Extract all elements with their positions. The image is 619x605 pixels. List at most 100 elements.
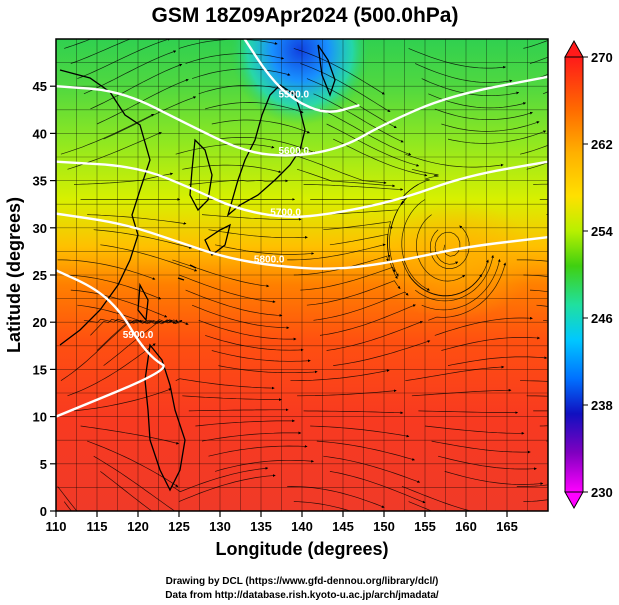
y-tick-label: 25: [33, 268, 47, 283]
streamline: [185, 53, 285, 64]
x-tick-label: 165: [496, 519, 518, 534]
streamline: [303, 410, 404, 415]
coast-philippines: [144, 343, 186, 492]
streamline: [447, 130, 547, 144]
streamline: [411, 388, 512, 397]
streamline: [57, 259, 156, 280]
streamline: [523, 499, 548, 502]
credit-drawing: Drawing by DCL (https://www.gfd-dennou.o…: [166, 576, 439, 587]
streamline: [329, 471, 426, 504]
streamline: [218, 365, 318, 374]
streamline: [208, 229, 308, 239]
streamline: [313, 291, 409, 321]
streamline: [300, 266, 396, 291]
streamline: [401, 199, 430, 291]
colorbar-tick-label: 238: [591, 398, 613, 413]
streamline: [205, 335, 304, 352]
contour-line: [56, 75, 548, 157]
y-tick-label: 15: [33, 362, 47, 377]
colorbar-tick-label: 230: [591, 485, 613, 500]
streamline: [516, 259, 548, 262]
streamline: [290, 153, 387, 185]
colorbar-min-triangle: [564, 491, 584, 510]
x-tick-label: 140: [291, 519, 313, 534]
x-tick-label: 110: [46, 519, 67, 534]
streamline: [93, 455, 176, 511]
streamline: [182, 164, 282, 174]
streamline: [313, 93, 404, 143]
streamline: [323, 455, 421, 483]
streamline: [418, 410, 519, 415]
streamline: [182, 395, 282, 402]
streamline: [87, 214, 187, 225]
y-axis-label: Latitude (degrees): [4, 197, 24, 353]
streamline: [416, 214, 466, 282]
streamline: [100, 244, 198, 272]
streamline: [310, 425, 410, 438]
contour-line: [56, 160, 548, 218]
streamline: [293, 48, 385, 95]
streamline: [83, 50, 177, 95]
contour-line: [243, 39, 360, 113]
streamline: [516, 484, 548, 487]
streamline: [326, 123, 420, 167]
streamline: [83, 318, 176, 325]
x-axis-label: Longitude (degrees): [215, 539, 388, 559]
streamline: [77, 304, 173, 324]
streamline: [73, 388, 172, 412]
colorbar-tick-label: 270: [591, 50, 613, 65]
coast-ryukyu: [177, 264, 197, 281]
colorbar-tick-label: 262: [591, 137, 613, 152]
y-tick-label: 10: [33, 410, 47, 425]
coast-sakhalin: [317, 44, 336, 97]
x-tick-label: 145: [332, 519, 354, 534]
x-tick-label: 155: [414, 519, 436, 534]
streamline: [415, 63, 513, 83]
streamline: [529, 289, 548, 293]
streamline: [401, 259, 482, 296]
streamline: [60, 113, 155, 155]
y-axis: 0 5 10 15 20 25 30 35 40 45: [33, 79, 56, 519]
streamline: [191, 68, 291, 79]
streamline: [191, 304, 290, 330]
y-tick-label: 5: [40, 457, 47, 472]
streamline: [175, 143, 275, 155]
streamline: [523, 274, 548, 278]
colorbar-ticks: 270 262 254 246 238 230: [583, 50, 613, 500]
contour-label: 5900.0: [123, 330, 154, 341]
streamline: [215, 459, 314, 472]
streamline: [408, 501, 433, 511]
streamline: [73, 172, 174, 185]
streamline: [64, 39, 92, 49]
streamline: [438, 455, 537, 471]
streamline: [93, 229, 192, 249]
streamlines: [57, 39, 619, 511]
streamline: [208, 444, 308, 457]
lat-lon-grid: [56, 39, 548, 511]
streamline: [421, 78, 520, 97]
streamline: [90, 63, 183, 110]
y-tick-label: 20: [33, 315, 47, 330]
streamline: [421, 258, 501, 311]
streamline: [434, 108, 533, 120]
streamline: [201, 214, 302, 221]
streamline: [178, 274, 276, 304]
x-axis: 110 115 120 125 130 135 140 145 150 155 160 165: [46, 511, 518, 534]
streamline: [550, 335, 619, 360]
credit-data: Data from http://database.rish.kyoto-u.a…: [165, 590, 439, 601]
streamline: [77, 39, 171, 79]
warm-anomaly: [375, 200, 535, 320]
streamline: [520, 380, 548, 382]
streamline: [428, 262, 507, 321]
streamline: [64, 274, 162, 300]
colorbar-max-triangle: [564, 39, 584, 58]
plot-area: 5500.0 5600.0 5700.0 5800.0 5900.0: [56, 39, 619, 511]
colorbar: 270 262 254 246 238 230: [564, 39, 613, 510]
x-tick-label: 150: [373, 519, 395, 534]
streamline: [297, 389, 397, 397]
colorbar-tick-label: 254: [591, 224, 613, 239]
y-tick-label: 45: [33, 79, 47, 94]
chart-title: GSM 18Z09Apr2024 (500.0hPa): [152, 4, 459, 27]
y-tick-label: 0: [40, 504, 47, 519]
streamline: [296, 168, 396, 188]
